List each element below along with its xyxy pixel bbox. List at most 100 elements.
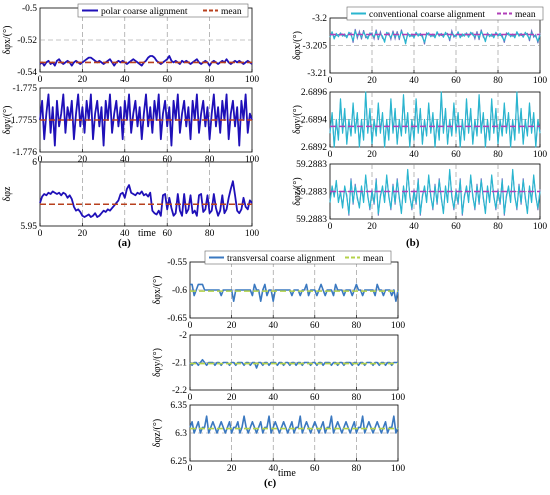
x-tick-label: 40 — [409, 150, 419, 160]
x-tick-label: 40 — [409, 76, 419, 86]
y-tick-label: -2 — [179, 331, 187, 341]
x-tick-label: 60 — [451, 222, 461, 232]
x-tick-label: 80 — [205, 229, 215, 239]
series-line — [189, 415, 399, 434]
y-axis-label: δφx/(°) — [152, 276, 163, 305]
y-tick-label: 6.35 — [170, 401, 187, 411]
legend-c-series-label: transversal coarse alignment — [227, 254, 336, 264]
x-tick-label: 80 — [493, 76, 503, 86]
x-tick-label: 80 — [352, 464, 362, 474]
y-axis-label: δφz — [2, 186, 13, 201]
x-tick-label: 80 — [493, 222, 503, 232]
subplot-c-1: 0 20 40 60 80 100 -0.55 -0.6 -0.65 δφx/(°) — [152, 258, 405, 331]
y-tick-label: -0.52 — [17, 36, 37, 46]
x-tick-label: 40 — [120, 229, 130, 239]
x-tick-label: 0 — [38, 155, 43, 165]
subplot-b-2: 0 20 40 60 80 100 2.6896 2.6894 2.6892 δφy/(°) — [292, 88, 547, 160]
y-tick-label: 5.95 — [20, 222, 37, 232]
x-tick-label: 0 — [328, 222, 333, 232]
x-tick-label: 80 — [205, 75, 215, 85]
x-tick-label: 100 — [391, 393, 406, 403]
y-tick-label: 59.2883 — [296, 188, 327, 198]
x-tick-label: 80 — [352, 393, 362, 403]
series-line — [329, 168, 541, 215]
x-tick-label: 100 — [245, 229, 260, 239]
series-line — [190, 283, 399, 303]
legend-b: conventional coarse alignment mean — [346, 6, 544, 21]
y-tick-label: -0.6 — [172, 286, 187, 296]
x-tick-label: 100 — [245, 155, 260, 165]
legend-a-mean-label: mean — [221, 7, 242, 17]
x-tick-label: 60 — [162, 155, 172, 165]
x-tick-label: 40 — [268, 464, 278, 474]
x-tick-label: 0 — [188, 464, 193, 474]
x-tick-label: 20 — [367, 76, 377, 86]
y-tick-label: -0.55 — [167, 258, 187, 268]
x-tick-label: 80 — [352, 321, 362, 331]
subplot-c-2: 0 20 40 60 80 100 -2 -2.1 -2.2 δφy/(°) — [152, 331, 405, 403]
x-tick-label: 40 — [268, 321, 278, 331]
y-tick-label: -0.54 — [17, 68, 37, 78]
x-tick-label: 20 — [227, 321, 237, 331]
y-tick-label: -1.776 — [12, 148, 37, 158]
x-tick-label: 20 — [78, 229, 88, 239]
y-tick-label: -2.2 — [172, 386, 187, 396]
y-tick-label: -0.65 — [167, 314, 187, 324]
legend-a: polar coarse alignment mean — [77, 3, 249, 18]
x-tick-label: 0 — [328, 150, 333, 160]
x-tick-label: 40 — [268, 393, 278, 403]
y-tick-label: 2.6896 — [301, 88, 327, 98]
x-tick-label: 80 — [205, 155, 215, 165]
x-tick-label: 20 — [227, 464, 237, 474]
x-tick-label: 0 — [38, 229, 43, 239]
panel-a-time-label: time — [138, 228, 156, 239]
y-axis-label: δφx/(°) — [292, 31, 303, 60]
panel-a-label: (a) — [118, 237, 131, 249]
panel-c-label: (c) — [264, 477, 277, 489]
x-tick-label: 40 — [120, 75, 130, 85]
series-line — [39, 180, 253, 218]
y-tick-label: -0.5 — [22, 4, 37, 14]
subplot-c-3: 0 20 40 60 80 100 6.35 6.3 6.25 δφz/(°) — [152, 401, 405, 474]
x-tick-label: 20 — [227, 393, 237, 403]
x-tick-label: 0 — [188, 321, 193, 331]
y-tick-label: -3.21 — [307, 69, 327, 79]
x-tick-label: 60 — [162, 229, 172, 239]
x-tick-label: 20 — [367, 222, 377, 232]
y-tick-label: -3.205 — [302, 42, 327, 52]
y-tick-label: -1.775 — [12, 84, 37, 94]
x-tick-label: 100 — [533, 222, 548, 232]
x-tick-label: 0 — [38, 75, 43, 85]
legend-a-series-label: polar coarse alignment — [101, 7, 188, 17]
x-tick-label: 0 — [328, 76, 333, 86]
y-tick-label: 2.6892 — [301, 143, 327, 153]
y-tick-label: 6.25 — [170, 457, 187, 467]
x-tick-label: 60 — [451, 76, 461, 86]
y-tick-label: 6.3 — [175, 429, 187, 439]
y-tick-label: -1.7755 — [8, 116, 38, 126]
panel-c-time-label: time — [278, 468, 296, 479]
x-tick-label: 20 — [367, 150, 377, 160]
x-tick-label: 40 — [120, 155, 130, 165]
x-tick-label: 20 — [78, 155, 88, 165]
y-tick-label: 6 — [32, 158, 37, 168]
y-axis-label: δφx/(°) — [2, 26, 13, 55]
x-tick-label: 40 — [409, 222, 419, 232]
panel-b-label: (b) — [406, 237, 420, 249]
x-tick-label: 20 — [78, 75, 88, 85]
y-axis-label: δφz/(°) — [152, 419, 163, 447]
y-tick-label: 59.2883 — [296, 160, 327, 170]
y-axis-label: δφz/(°) — [292, 177, 303, 205]
y-tick-label: -2.1 — [172, 359, 187, 369]
y-axis-label: δφy/(°) — [292, 105, 303, 134]
legend-c-mean-label: mean — [363, 254, 384, 264]
y-tick-label: 2.6894 — [301, 116, 327, 126]
y-tick-label: 59.2883 — [296, 215, 327, 225]
legend-b-series-label: conventional coarse alignment — [369, 10, 485, 20]
x-tick-label: 60 — [310, 464, 320, 474]
x-tick-label: 60 — [451, 150, 461, 160]
series-line — [329, 91, 541, 148]
